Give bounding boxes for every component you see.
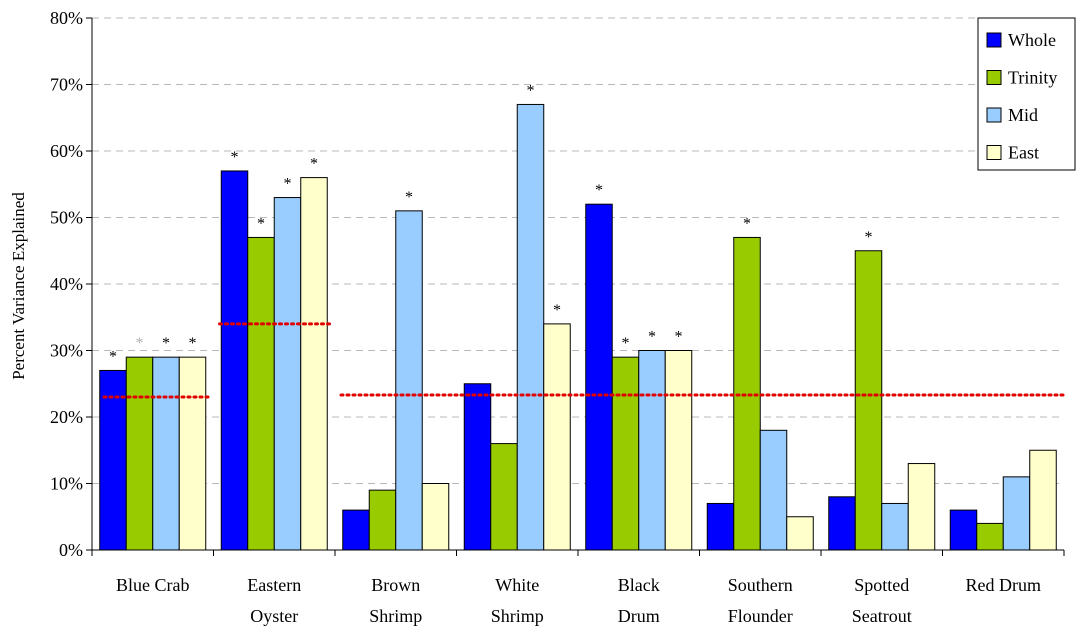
bar	[759, 429, 788, 551]
bar	[463, 383, 492, 551]
legend-label: East	[1008, 143, 1039, 163]
x-category-label: Black	[618, 575, 660, 595]
x-category-label: Shrimp	[369, 606, 422, 626]
x-category-label: Eastern	[247, 575, 301, 595]
bar	[220, 170, 249, 551]
significance-star: *	[675, 329, 683, 346]
bar	[99, 369, 127, 551]
y-tick-label: 30%	[50, 341, 83, 361]
bar	[1002, 476, 1031, 551]
significance-markers: * * * * * * * * * * * * * * * * *	[109, 82, 873, 365]
bar	[490, 443, 518, 551]
significance-star: *	[743, 215, 751, 232]
x-category-label: White	[495, 575, 539, 595]
significance-star: *	[257, 215, 265, 232]
significance-star: *	[162, 335, 170, 352]
legend-swatch	[986, 107, 1002, 123]
axes	[86, 17, 1065, 556]
x-category-label: Spotted	[854, 575, 909, 595]
x-category-label: Brown	[371, 575, 420, 595]
legend-label: Mid	[1008, 105, 1038, 125]
bar	[638, 350, 666, 551]
bar	[706, 502, 735, 551]
x-category-label: Shrimp	[491, 606, 544, 626]
bar	[611, 356, 640, 551]
tick-labels: 0% 10% 20% 30% 40% 50% 60% 70% 80% Blue Crab Easte…	[50, 8, 1041, 626]
y-tick-label: 20%	[50, 407, 83, 427]
y-tick-label: 40%	[50, 274, 83, 294]
bar	[786, 516, 814, 551]
x-category-label: Oyster	[250, 606, 298, 626]
significance-star: *	[595, 182, 603, 199]
significance-star: *	[284, 176, 292, 193]
bar	[178, 356, 207, 551]
bar	[300, 177, 328, 551]
bar	[247, 236, 275, 551]
y-tick-label: 0%	[59, 540, 83, 560]
significance-star: *	[109, 348, 117, 365]
x-category-label: Southern	[728, 575, 793, 595]
bar	[152, 356, 180, 551]
reference-lines	[102, 322, 1066, 399]
bar	[585, 203, 613, 551]
bar	[828, 496, 856, 551]
x-category-label: Drum	[618, 606, 660, 626]
significance-star: *	[189, 335, 197, 352]
bar	[976, 522, 1004, 551]
x-category-label: Blue Crab	[116, 575, 190, 595]
x-category-label: Flounder	[728, 606, 793, 626]
bar	[368, 489, 397, 551]
bar	[543, 323, 571, 551]
bar	[664, 350, 693, 551]
significance-star: *	[405, 189, 413, 206]
x-category-label: Red Drum	[966, 575, 1042, 595]
significance-star: *	[648, 329, 656, 346]
significance-star: *	[553, 302, 561, 319]
bar	[516, 103, 545, 551]
legend-swatch	[986, 32, 1002, 48]
legend-swatch	[986, 70, 1002, 85]
significance-star: *	[136, 335, 144, 352]
bar	[342, 509, 370, 551]
bar	[907, 463, 936, 551]
bar	[949, 509, 978, 551]
y-tick-label: 80%	[50, 8, 83, 28]
bar	[881, 502, 909, 551]
bar	[125, 356, 154, 551]
y-tick-label: 70%	[50, 75, 83, 95]
legend-label: Trinity	[1008, 68, 1057, 88]
y-tick-label: 60%	[50, 141, 83, 161]
y-axis-title: Percent Variance Explained	[9, 192, 28, 380]
bar	[273, 197, 302, 551]
y-tick-label: 10%	[50, 474, 83, 494]
significance-star: *	[310, 156, 318, 173]
legend: Whole Trinity Mid East	[977, 17, 1076, 171]
bar	[854, 250, 883, 551]
significance-star: *	[865, 229, 873, 246]
significance-star: *	[527, 82, 535, 99]
x-category-label: Seatrout	[852, 606, 912, 626]
bar	[395, 210, 423, 551]
bar	[421, 483, 450, 551]
significance-star: *	[622, 335, 630, 352]
legend-label: Whole	[1008, 30, 1056, 50]
legend-swatch	[986, 145, 1002, 160]
bar	[1029, 449, 1057, 551]
y-tick-label: 50%	[50, 208, 83, 228]
significance-star: *	[231, 149, 239, 166]
